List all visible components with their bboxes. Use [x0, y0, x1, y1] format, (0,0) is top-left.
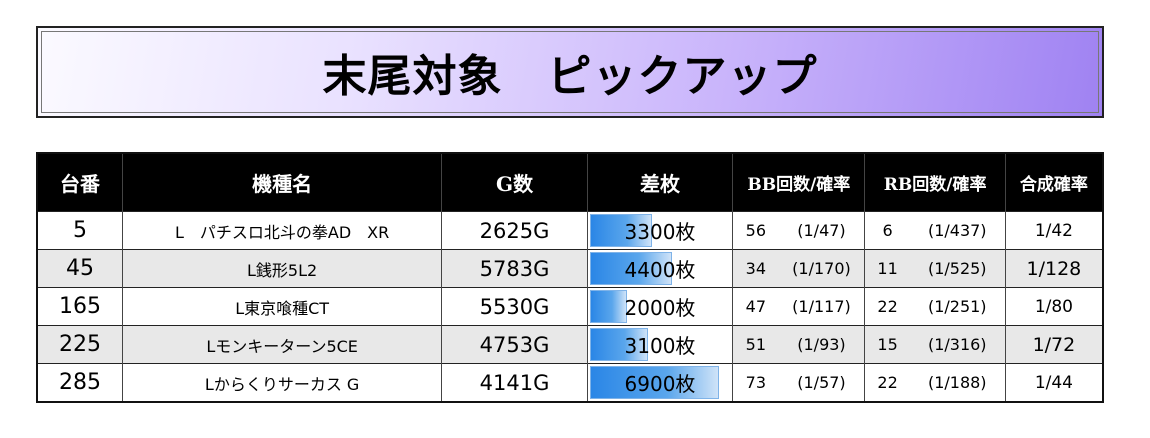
total-rate: 1/128: [1004, 249, 1103, 288]
page-title: 末尾対象 ピックアップ: [322, 51, 818, 102]
table-row: 285 Lからくりサーカス G 4141G 6900枚 73 (1/57) 22…: [36, 363, 1103, 402]
header-rb: RB回数/確率: [864, 153, 1006, 212]
machine-name: L パチスロ北斗の拳AD XR: [121, 211, 442, 250]
machine-number: 285: [36, 363, 123, 402]
diff-value: 3300枚: [624, 220, 696, 244]
rb-count: 6: [864, 211, 910, 250]
bb-count: 51: [732, 325, 779, 364]
machine-number: 165: [36, 287, 123, 326]
game-count: 4141G: [441, 363, 588, 402]
diff-value: 2000枚: [624, 296, 696, 320]
machine-name: Lモンキーターン5CE: [121, 325, 442, 364]
bb-count: 34: [732, 249, 779, 288]
diff-cell: 4400枚: [586, 249, 733, 288]
total-rate: 1/42: [1004, 211, 1103, 250]
total-rate: 1/80: [1004, 287, 1103, 326]
rb-count: 22: [864, 363, 910, 402]
header-machine: 機種名: [121, 153, 442, 212]
game-count: 4753G: [441, 325, 588, 364]
header-row: 台番 機種名 G数 差枚 BB回数/確率 RB回数/確率 合成確率: [36, 153, 1103, 212]
game-count: 2625G: [441, 211, 588, 250]
title-banner: 末尾対象 ピックアップ: [36, 26, 1104, 118]
diff-cell: 3300枚: [586, 211, 733, 250]
bb-rate: (1/170): [778, 249, 865, 288]
header-number: 台番: [36, 153, 123, 212]
pickup-table: 台番 機種名 G数 差枚 BB回数/確率 RB回数/確率 合成確率 5 L パチ…: [36, 152, 1104, 403]
game-count: 5783G: [441, 249, 588, 288]
rb-rate: (1/188): [909, 363, 1006, 402]
machine-number: 45: [36, 249, 123, 288]
bb-rate: (1/93): [778, 325, 865, 364]
machine-name: L東京喰種CT: [121, 287, 442, 326]
diff-cell: 2000枚: [586, 287, 733, 326]
rb-count: 11: [864, 249, 910, 288]
diff-bar: [589, 290, 627, 323]
header-bb: BB回数/確率: [732, 153, 865, 212]
rb-rate: (1/437): [909, 211, 1006, 250]
bb-rate: (1/117): [778, 287, 865, 326]
rb-rate: (1/525): [909, 249, 1006, 288]
machine-name: L銭形5L2: [121, 249, 442, 288]
table-row: 5 L パチスロ北斗の拳AD XR 2625G 3300枚 56 (1/47) …: [36, 211, 1103, 250]
game-count: 5530G: [441, 287, 588, 326]
machine-name: Lからくりサーカス G: [121, 363, 442, 402]
bb-count: 56: [732, 211, 779, 250]
diff-cell: 6900枚: [586, 363, 733, 402]
machine-number: 225: [36, 325, 123, 364]
diff-bar: [589, 252, 672, 285]
rb-rate: (1/316): [909, 325, 1006, 364]
header-total: 合成確率: [1004, 153, 1103, 212]
rb-count: 22: [864, 287, 910, 326]
table-row: 225 Lモンキーターン5CE 4753G 3100枚 51 (1/93) 15…: [36, 325, 1103, 364]
bb-rate: (1/47): [778, 211, 865, 250]
machine-number: 5: [36, 211, 123, 250]
diff-value: 6900枚: [624, 372, 696, 396]
diff-value: 4400枚: [624, 258, 696, 282]
diff-cell: 3100枚: [586, 325, 733, 364]
diff-bar: [589, 214, 652, 247]
bb-count: 47: [732, 287, 779, 326]
table-row: 165 L東京喰種CT 5530G 2000枚 47 (1/117) 22 (1…: [36, 287, 1103, 326]
diff-value: 3100枚: [624, 334, 696, 358]
rb-rate: (1/251): [909, 287, 1006, 326]
header-games: G数: [441, 153, 588, 212]
bb-rate: (1/57): [778, 363, 865, 402]
bb-count: 73: [732, 363, 779, 402]
header-diff: 差枚: [586, 153, 733, 212]
table-row: 45 L銭形5L2 5783G 4400枚 34 (1/170) 11 (1/5…: [36, 249, 1103, 288]
diff-bar: [589, 366, 719, 399]
total-rate: 1/72: [1004, 325, 1103, 364]
rb-count: 15: [864, 325, 910, 364]
total-rate: 1/44: [1004, 363, 1103, 402]
diff-bar: [589, 328, 648, 361]
